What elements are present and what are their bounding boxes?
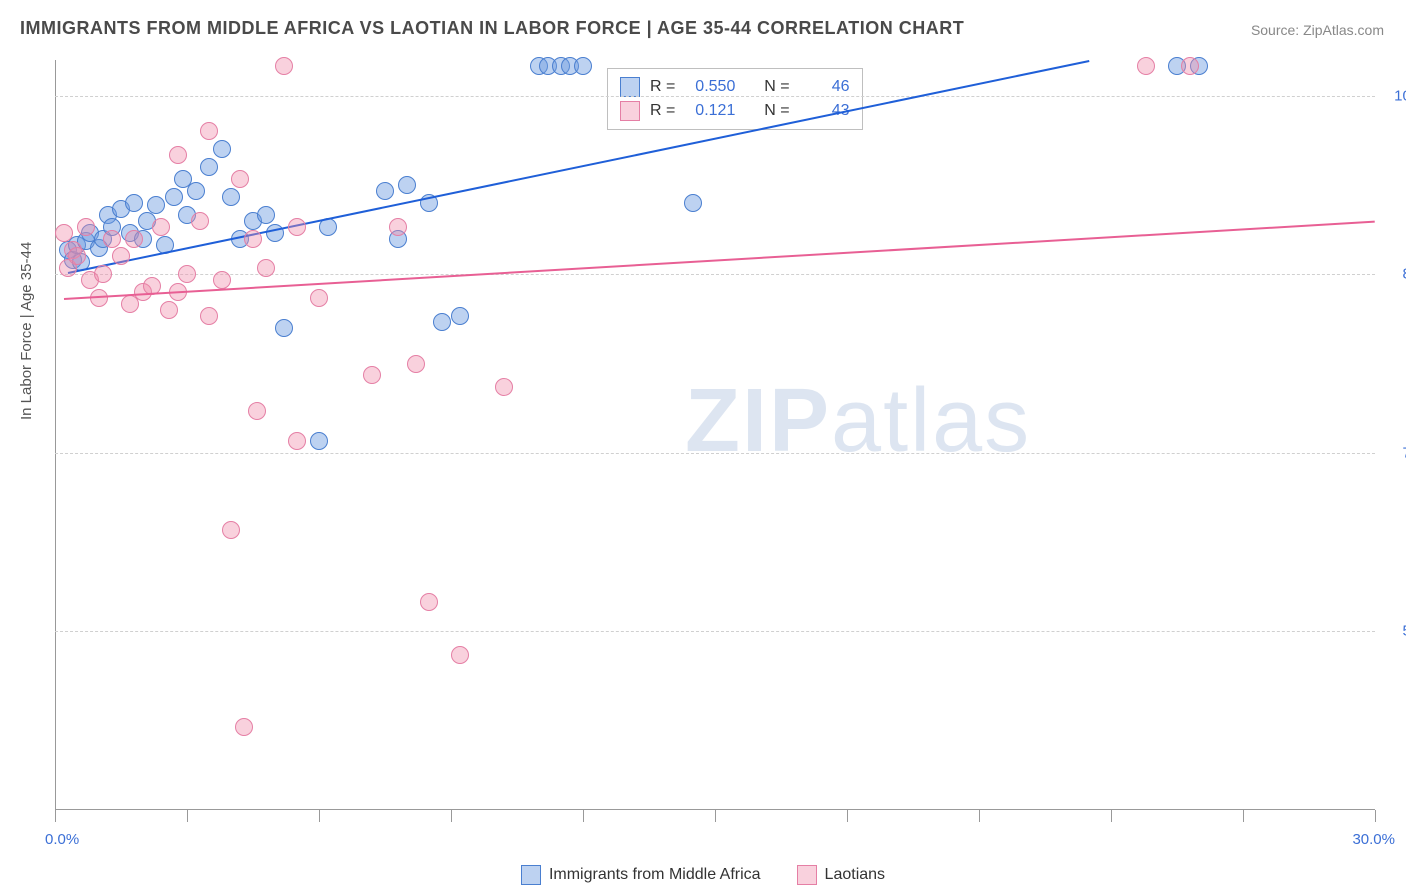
scatter-point <box>275 57 293 75</box>
scatter-point <box>152 218 170 236</box>
legend-swatch <box>797 865 817 885</box>
chart-title: IMMIGRANTS FROM MIDDLE AFRICA VS LAOTIAN… <box>20 18 964 39</box>
bottom-legend: Immigrants from Middle Africa Laotians <box>0 865 1406 890</box>
x-tick <box>1243 810 1244 822</box>
x-tick <box>583 810 584 822</box>
scatter-point <box>200 307 218 325</box>
bottom-legend-item: Laotians <box>797 865 886 885</box>
x-tick <box>319 810 320 822</box>
scatter-point <box>310 289 328 307</box>
x-tick <box>715 810 716 822</box>
x-tick <box>55 810 56 822</box>
scatter-point <box>55 224 73 242</box>
x-max-label: 30.0% <box>1352 831 1395 848</box>
scatter-point <box>165 188 183 206</box>
scatter-point <box>103 230 121 248</box>
scatter-point <box>363 366 381 384</box>
bottom-legend-item: Immigrants from Middle Africa <box>521 865 761 885</box>
scatter-point <box>495 378 513 396</box>
scatter-point <box>222 188 240 206</box>
scatter-point <box>266 224 284 242</box>
scatter-point <box>213 140 231 158</box>
scatter-point <box>160 301 178 319</box>
gridline <box>55 453 1375 454</box>
y-axis-line <box>55 60 56 810</box>
scatter-point <box>187 182 205 200</box>
scatter-point <box>68 247 86 265</box>
y-tick-label: 100.0% <box>1385 87 1406 104</box>
watermark: ZIPatlas <box>685 370 1031 473</box>
scatter-point <box>112 247 130 265</box>
scatter-point <box>451 646 469 664</box>
gridline <box>55 631 1375 632</box>
scatter-point <box>125 230 143 248</box>
scatter-point <box>77 218 95 236</box>
scatter-point <box>200 158 218 176</box>
scatter-point <box>407 355 425 373</box>
scatter-point <box>235 718 253 736</box>
scatter-point <box>1181 57 1199 75</box>
x-tick <box>1111 810 1112 822</box>
scatter-point <box>1137 57 1155 75</box>
x-tick <box>1375 810 1376 822</box>
y-axis-title: In Labor Force | Age 35-44 <box>18 242 35 420</box>
scatter-point <box>257 259 275 277</box>
scatter-point <box>94 265 112 283</box>
legend-swatch <box>620 101 640 121</box>
scatter-point <box>574 57 592 75</box>
scatter-point <box>376 182 394 200</box>
scatter-point <box>222 521 240 539</box>
bottom-legend-label: Immigrants from Middle Africa <box>549 866 761 884</box>
scatter-point <box>147 196 165 214</box>
x-tick <box>187 810 188 822</box>
x-min-label: 0.0% <box>45 831 79 848</box>
source-label: Source: ZipAtlas.com <box>1251 22 1384 38</box>
scatter-point <box>288 218 306 236</box>
legend-stats-box: R =0.550 N =46R =0.121 N =43 <box>607 68 863 130</box>
scatter-point <box>684 194 702 212</box>
scatter-point <box>257 206 275 224</box>
scatter-point <box>125 194 143 212</box>
scatter-point <box>169 146 187 164</box>
scatter-point <box>310 432 328 450</box>
scatter-point <box>213 271 231 289</box>
scatter-point <box>275 319 293 337</box>
legend-swatch <box>620 77 640 97</box>
x-tick <box>979 810 980 822</box>
scatter-point <box>244 230 262 248</box>
legend-n-label: N = <box>764 99 789 123</box>
scatter-point <box>248 402 266 420</box>
watermark-zip: ZIP <box>685 371 831 471</box>
scatter-point <box>433 313 451 331</box>
y-tick-label: 85.0% <box>1385 266 1406 283</box>
gridline <box>55 274 1375 275</box>
legend-swatch <box>521 865 541 885</box>
scatter-point <box>420 593 438 611</box>
scatter-point <box>178 265 196 283</box>
scatter-point <box>451 307 469 325</box>
gridline <box>55 96 1375 97</box>
scatter-point <box>398 176 416 194</box>
legend-stats-row: R =0.121 N =43 <box>620 99 850 123</box>
y-tick-label: 70.0% <box>1385 444 1406 461</box>
x-tick <box>847 810 848 822</box>
scatter-point <box>288 432 306 450</box>
scatter-point <box>389 218 407 236</box>
legend-r-label: R = <box>650 99 675 123</box>
y-tick-label: 55.0% <box>1385 623 1406 640</box>
x-tick <box>451 810 452 822</box>
bottom-legend-label: Laotians <box>825 866 886 884</box>
trend-line <box>68 60 1089 274</box>
scatter-point <box>200 122 218 140</box>
chart-area: 0.0% 30.0% ZIPatlas R =0.550 N =46R =0.1… <box>55 60 1375 810</box>
scatter-point <box>191 212 209 230</box>
scatter-point <box>231 170 249 188</box>
legend-r-value: 0.121 <box>685 99 735 123</box>
watermark-atlas: atlas <box>831 371 1031 471</box>
